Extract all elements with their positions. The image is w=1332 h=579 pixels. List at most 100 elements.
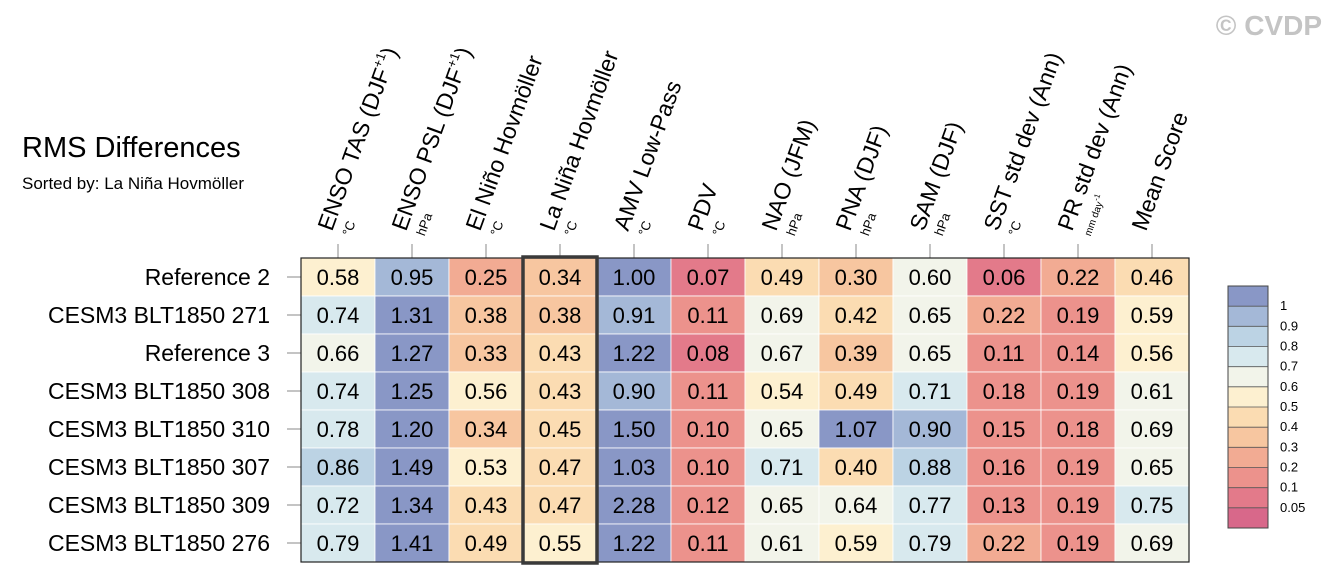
heatmap-cell: 0.90 [892, 409, 968, 449]
heatmap-cell: 0.11 [670, 371, 746, 411]
heatmap-cell-fill [522, 371, 598, 411]
heatmap-cell-fill [596, 485, 672, 525]
row-labels: Reference 2 CESM3 BLT1850 271 Reference 3 C… [48, 264, 301, 556]
heatmap-cell: 0.59 [818, 523, 894, 563]
heatmap-cell-fill [966, 447, 1042, 487]
cell-value-label: 0.47 [539, 455, 582, 480]
heatmap-cell: 0.12 [670, 485, 746, 525]
cell-value-label: 0.65 [761, 417, 804, 442]
heatmap-cell-fill [1040, 523, 1116, 563]
heatmap-cell: 0.47 [522, 485, 598, 525]
heatmap-cell: 0.65 [744, 409, 820, 449]
colorbar-segment [1228, 346, 1268, 368]
column-label-group: SAM (DJF)hPa [904, 118, 967, 238]
colorbar-tick-label: 0.7 [1280, 359, 1298, 374]
cell-value-label: 0.67 [761, 341, 804, 366]
heatmap-cell: 0.49 [818, 371, 894, 411]
cell-value-label: 0.14 [1057, 341, 1100, 366]
cell-value-label: 0.95 [391, 265, 434, 290]
heatmap-cell: 1.41 [374, 523, 450, 563]
heatmap-cell-fill [374, 485, 450, 525]
heatmap-cell: 0.64 [818, 485, 894, 525]
heatmap-cell: 0.42 [818, 295, 894, 335]
cell-value-label: 0.65 [761, 493, 804, 518]
heatmap-cell: 0.58 [300, 257, 376, 297]
colorbar-tick-label: 0.05 [1280, 500, 1305, 515]
cell-value-label: 1.07 [835, 417, 878, 442]
cell-value-label: 0.75 [1131, 493, 1174, 518]
column-label-group: PNA (DJF)hPa [830, 122, 892, 238]
heatmap-cell-fill [892, 485, 968, 525]
heatmap-cell: 0.18 [966, 371, 1042, 411]
colorbar-tick-label: 1 [1280, 298, 1287, 313]
cell-value-label: 0.22 [1057, 265, 1100, 290]
heatmap-cell-fill [744, 523, 820, 563]
heatmap-cell: 0.74 [300, 371, 376, 411]
cell-value-label: 0.10 [687, 455, 730, 480]
cell-value-label: 1.22 [613, 341, 656, 366]
cell-value-label: 0.91 [613, 303, 656, 328]
cell-value-label: 2.28 [613, 493, 656, 518]
column-label-group: Mean Score [1126, 108, 1193, 233]
colorbar-tick-label: 0.5 [1280, 399, 1298, 414]
cell-value-label: 0.11 [687, 379, 728, 404]
column-label: AMV Low-Pass [608, 77, 686, 234]
cell-value-label: 0.49 [761, 265, 804, 290]
column-unit-label: °C [709, 219, 728, 238]
cell-value-label: 1.27 [391, 341, 434, 366]
heatmap-cell-fill [374, 371, 450, 411]
cell-value-label: 1.34 [391, 493, 434, 518]
heatmap-cell: 0.66 [300, 333, 376, 373]
grid-frame [300, 257, 1190, 563]
cell-value-label: 1.49 [391, 455, 434, 480]
column-unit-label: °C [561, 219, 580, 238]
cell-value-label: 0.64 [835, 493, 878, 518]
cell-value-label: 0.38 [539, 303, 582, 328]
heatmap-cell: 0.60 [892, 257, 968, 297]
cell-value-label: 0.49 [465, 531, 508, 556]
heatmap-cell: 0.75 [1114, 485, 1190, 525]
heatmap-cell-fill [966, 409, 1042, 449]
cell-value-label: 1.41 [391, 531, 434, 556]
heatmap-cell: 0.15 [966, 409, 1042, 449]
heatmap-cell: 0.69 [1114, 523, 1190, 563]
heatmap-cell: 0.56 [448, 371, 524, 411]
colorbar-segment [1228, 306, 1268, 327]
cell-value-label: 0.25 [465, 265, 508, 290]
heatmap-cell: 0.19 [1040, 295, 1116, 335]
cell-value-label: 0.15 [983, 417, 1026, 442]
heatmap-cell: 0.47 [522, 447, 598, 487]
cell-value-label: 0.69 [761, 303, 804, 328]
cell-value-label: 0.42 [835, 303, 878, 328]
cell-value-label: 1.50 [613, 417, 656, 442]
cell-value-label: 0.55 [539, 531, 582, 556]
colorbar-tick-label: 0.8 [1280, 339, 1298, 354]
colorbar-tick-label: 0.9 [1280, 318, 1298, 333]
cell-value-label: 0.86 [317, 455, 360, 480]
colorbar-segment [1228, 467, 1268, 489]
cell-value-label: 0.06 [983, 265, 1026, 290]
cell-value-label: 0.19 [1057, 531, 1100, 556]
cell-value-label: 0.71 [909, 379, 952, 404]
heatmap-cell: 1.03 [596, 447, 672, 487]
heatmap-cell: 1.00 [596, 257, 672, 297]
heatmap-cell-fill [892, 409, 968, 449]
heatmap-cell: 0.65 [892, 333, 968, 373]
heatmap-cell: 0.77 [892, 485, 968, 525]
heatmap-cell-fill [374, 333, 450, 373]
heatmap-cell: 0.61 [744, 523, 820, 563]
heatmap-cell-fill [300, 295, 376, 335]
cell-value-label: 0.88 [909, 455, 952, 480]
heatmap-cell: 0.14 [1040, 333, 1116, 373]
cell-value-label: 0.59 [1131, 303, 1174, 328]
heatmap-cell-fill [448, 409, 524, 449]
cell-value-label: 0.19 [1057, 455, 1100, 480]
cell-value-label: 0.77 [909, 493, 952, 518]
cell-value-label: 0.07 [687, 265, 730, 290]
cell-value-label: 1.25 [391, 379, 434, 404]
cell-value-label: 0.49 [835, 379, 878, 404]
heatmap-cell: 0.11 [670, 523, 746, 563]
heatmap-cell: 0.34 [522, 257, 598, 297]
colorbar-segment [1228, 507, 1268, 529]
cell-value-label: 0.71 [761, 455, 804, 480]
